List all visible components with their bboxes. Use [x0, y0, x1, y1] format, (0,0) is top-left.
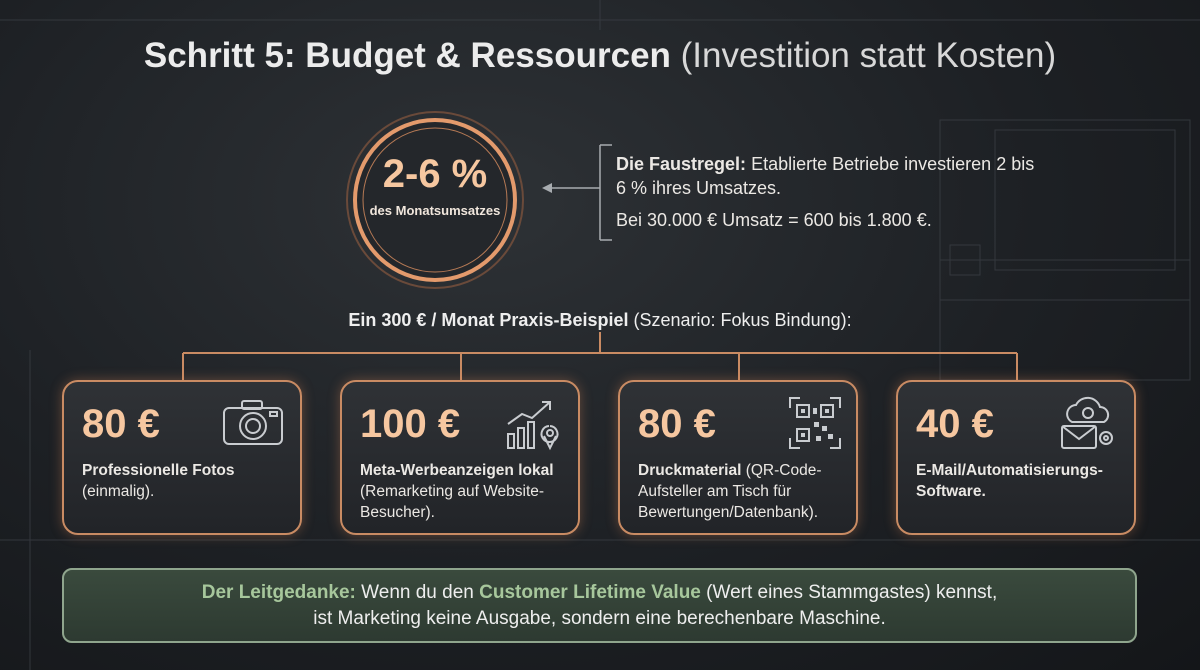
card-detail: (QR-Code-Aufsteller am Tisch für Bewertu…	[638, 462, 822, 521]
circle-caption: des Monatsumsatzes	[369, 203, 501, 218]
heading-bold: Ein 300 € / Monat Praxis-Beispiel	[348, 310, 629, 330]
growth-icon	[507, 401, 559, 451]
card-detail: (einmalig).	[82, 483, 155, 500]
card-amount: 40 €	[916, 402, 994, 446]
card: 100 € Meta-Werbeanzeigen lokal (Remarket…	[340, 380, 580, 535]
card-bold: Professionelle Fotos	[82, 462, 235, 479]
footer-box: Der Leitgedanke: Wenn du den Customer Li…	[62, 568, 1137, 643]
footer-text: ist Marketing keine Ausgabe, sondern ein…	[313, 608, 886, 629]
rule-label: Die Faustregel:	[616, 154, 747, 174]
card-text: Professionelle Fotos (einmalig).	[82, 460, 287, 502]
rule-text: Etablierte Betriebe investieren 2 bis 6 …	[616, 154, 1035, 198]
card-detail: (Remarketing auf Website-Besucher).	[360, 483, 545, 521]
footer-highlight: Customer Lifetime Value	[479, 582, 701, 603]
footer-text: (Wert eines Stammgastes) kennst,	[706, 582, 998, 603]
card: 40 € E-Mail/Automatisierungs-Software.	[896, 380, 1136, 535]
card-text: Druckmaterial (QR-Code-Aufsteller am Tis…	[638, 460, 843, 523]
card-text: E-Mail/Automatisierungs-Software.	[916, 460, 1121, 502]
footer-text: Wenn du den	[361, 582, 474, 603]
card-amount: 80 €	[638, 402, 716, 446]
card-bold: Meta-Werbeanzeigen lokal	[360, 462, 554, 479]
footer-label: Der Leitgedanke:	[201, 582, 356, 603]
card: 80 € Professionelle Fotos (einmalig).	[62, 380, 302, 535]
camera-icon	[223, 400, 283, 445]
title: Schritt 5: Budget & Ressourcen (Investit…	[0, 36, 1200, 76]
example-heading: Ein 300 € / Monat Praxis-Beispiel (Szena…	[0, 310, 1200, 331]
circle-value: 2-6 %	[382, 152, 488, 196]
circle-badge: 2-6 % des Monatsumsatzes	[345, 152, 525, 218]
card-amount: 80 €	[82, 402, 160, 446]
title-bold: Schritt 5: Budget & Ressourcen	[143, 36, 671, 75]
card: 80 € Druckmaterial (QR-Code-Aufsteller a…	[618, 380, 858, 535]
title-light: (Investition statt Kosten)	[680, 36, 1057, 75]
card-bold: E-Mail/Automatisierungs-Software.	[916, 462, 1103, 500]
card-bold: Druckmaterial	[638, 462, 742, 479]
rule-example: Bei 30.000 € Umsatz = 600 bis 1.800 €.	[616, 210, 932, 230]
heading-normal: (Szenario: Fokus Bindung):	[633, 310, 852, 330]
card-text: Meta-Werbeanzeigen lokal (Remarketing au…	[360, 460, 565, 523]
email-cloud-icon	[1061, 396, 1113, 449]
rule: Die Faustregel: Etablierte Betriebe inve…	[616, 152, 1036, 232]
qr-icon	[789, 397, 841, 449]
card-amount: 100 €	[360, 402, 461, 446]
